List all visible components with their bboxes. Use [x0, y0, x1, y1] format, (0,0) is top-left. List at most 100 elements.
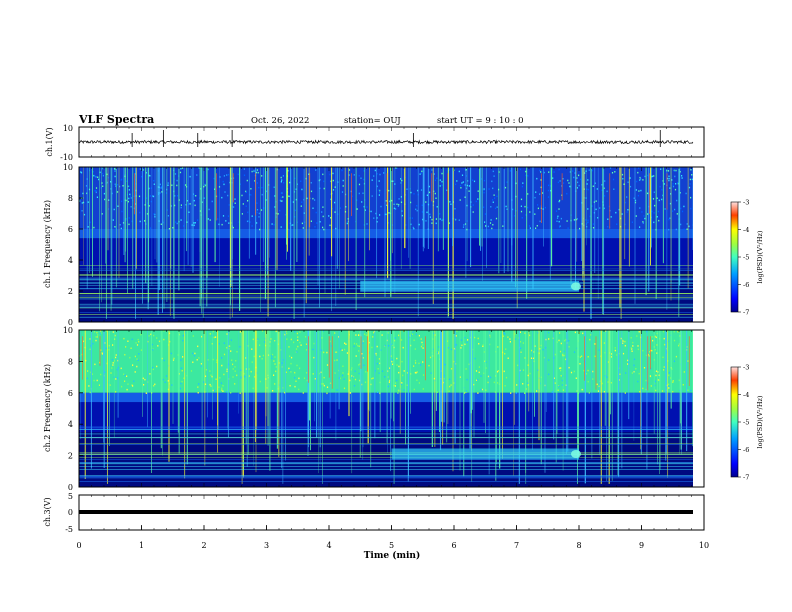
- spec-texture-cell: [197, 345, 199, 348]
- spec-texture-cell: [119, 224, 121, 226]
- colorbar-tick-label: -3: [743, 199, 749, 207]
- spec-texture-cell: [106, 182, 108, 185]
- spec-texture-cell: [158, 340, 161, 343]
- spec-texture-cell: [294, 177, 296, 180]
- spec-texture-cell: [312, 197, 314, 200]
- spec-texture-cell: [197, 167, 200, 169]
- spec-texture-cell: [535, 191, 537, 193]
- spec-texture-cell: [96, 196, 98, 198]
- spec-texture-cell: [400, 178, 402, 180]
- time-tick-label: 9: [639, 541, 644, 550]
- spec-texture-cell: [488, 188, 490, 190]
- spec-texture-cell: [467, 339, 469, 341]
- spec-texture-cell: [669, 217, 671, 219]
- spec-texture-cell: [112, 219, 114, 221]
- spec-texture-cell: [564, 339, 566, 342]
- spec-texture-cell: [610, 353, 613, 355]
- spec-texture-cell: [99, 171, 101, 174]
- spec-texture-cell: [594, 355, 596, 358]
- spec-texture-cell: [154, 383, 156, 386]
- spec-texture-cell: [98, 384, 101, 386]
- spec-texture-cell: [94, 190, 96, 192]
- spec-texture-cell: [534, 213, 536, 215]
- spec-texture-cell: [634, 201, 637, 204]
- spec-texture-cell: [379, 191, 381, 194]
- spec-texture-cell: [519, 341, 522, 343]
- spec-texture-cell: [673, 169, 675, 172]
- spec-texture-cell: [595, 208, 597, 211]
- spec-texture-cell: [552, 177, 554, 179]
- spec-texture-cell: [653, 191, 655, 193]
- spec-texture-cell: [637, 345, 639, 347]
- spec-texture-cell: [106, 173, 108, 176]
- spec-texture-cell: [591, 205, 593, 207]
- spec-texture-cell: [686, 228, 688, 230]
- spec-texture-cell: [656, 197, 658, 199]
- spec-texture-cell: [477, 198, 479, 200]
- spec-texture-cell: [310, 182, 312, 184]
- spec-texture-cell: [358, 350, 360, 352]
- spec-texture-cell: [323, 180, 325, 183]
- spec-texture-cell: [131, 384, 133, 386]
- spec-texture-cell: [477, 392, 479, 394]
- spec-texture-cell: [132, 364, 134, 366]
- spec-texture-cell: [265, 199, 267, 201]
- time-tick-label: 4: [326, 541, 331, 550]
- spec-texture-cell: [414, 348, 416, 350]
- spec-texture-cell: [527, 175, 529, 177]
- spec-texture-cell: [477, 337, 479, 340]
- spec-texture-cell: [364, 209, 366, 211]
- spec-texture-cell: [207, 168, 209, 171]
- spec-texture-cell: [140, 349, 142, 351]
- spec-texture-cell: [381, 370, 384, 372]
- spec-texture-cell: [165, 192, 168, 194]
- spec-texture-cell: [116, 191, 119, 193]
- spec-texture-cell: [281, 362, 283, 364]
- spec-texture-cell: [232, 376, 234, 378]
- spec-texture-cell: [592, 185, 594, 187]
- spec-texture-cell: [275, 201, 277, 203]
- spec-texture-cell: [236, 374, 238, 377]
- spec-texture-cell: [226, 174, 228, 176]
- spec-texture-cell: [421, 211, 423, 213]
- spec-texture-cell: [623, 183, 625, 185]
- spec-texture-cell: [289, 355, 291, 357]
- spec-texture-cell: [441, 180, 443, 183]
- spec-texture-cell: [93, 174, 95, 177]
- spec-texture-cell: [644, 175, 646, 178]
- spec-texture-cell: [283, 182, 285, 184]
- spec-texture-cell: [691, 178, 693, 181]
- spec-texture-cell: [164, 381, 166, 383]
- spec-texture-cell: [515, 392, 517, 394]
- spec-texture-cell: [660, 168, 662, 170]
- spec-texture-cell: [527, 382, 529, 384]
- spec-texture-cell: [548, 184, 550, 187]
- spec-texture-cell: [504, 333, 506, 335]
- spec-texture-cell: [109, 384, 111, 386]
- spec-texture-cell: [632, 345, 634, 347]
- spec-texture-cell: [464, 196, 466, 198]
- spec-texture-cell: [483, 206, 485, 208]
- spec-texture-cell: [534, 196, 536, 199]
- spec-texture-cell: [481, 388, 483, 391]
- spec-texture-cell: [453, 347, 456, 350]
- spec-texture-cell: [275, 216, 277, 218]
- spec-texture-cell: [537, 350, 539, 352]
- spec-texture-cell: [576, 218, 578, 220]
- spec-texture-cell: [672, 184, 674, 187]
- spec-texture-cell: [218, 343, 220, 345]
- spec-texture-cell: [163, 359, 165, 362]
- colorbar-tick-label: -6: [743, 281, 749, 289]
- spec-texture-cell: [130, 206, 132, 208]
- spec-texture-cell: [86, 192, 88, 195]
- spec-texture-cell: [532, 357, 535, 360]
- spec-texture-cell: [484, 360, 486, 363]
- spec-texture-cell: [363, 364, 365, 366]
- spec-texture-cell: [259, 355, 261, 358]
- spec-texture-cell: [647, 353, 649, 356]
- spec-texture-cell: [153, 183, 155, 185]
- spec-texture-cell: [188, 203, 190, 205]
- spec-texture-cell: [384, 376, 386, 378]
- spec-texture-cell: [318, 372, 321, 375]
- spec-texture-cell: [539, 348, 541, 350]
